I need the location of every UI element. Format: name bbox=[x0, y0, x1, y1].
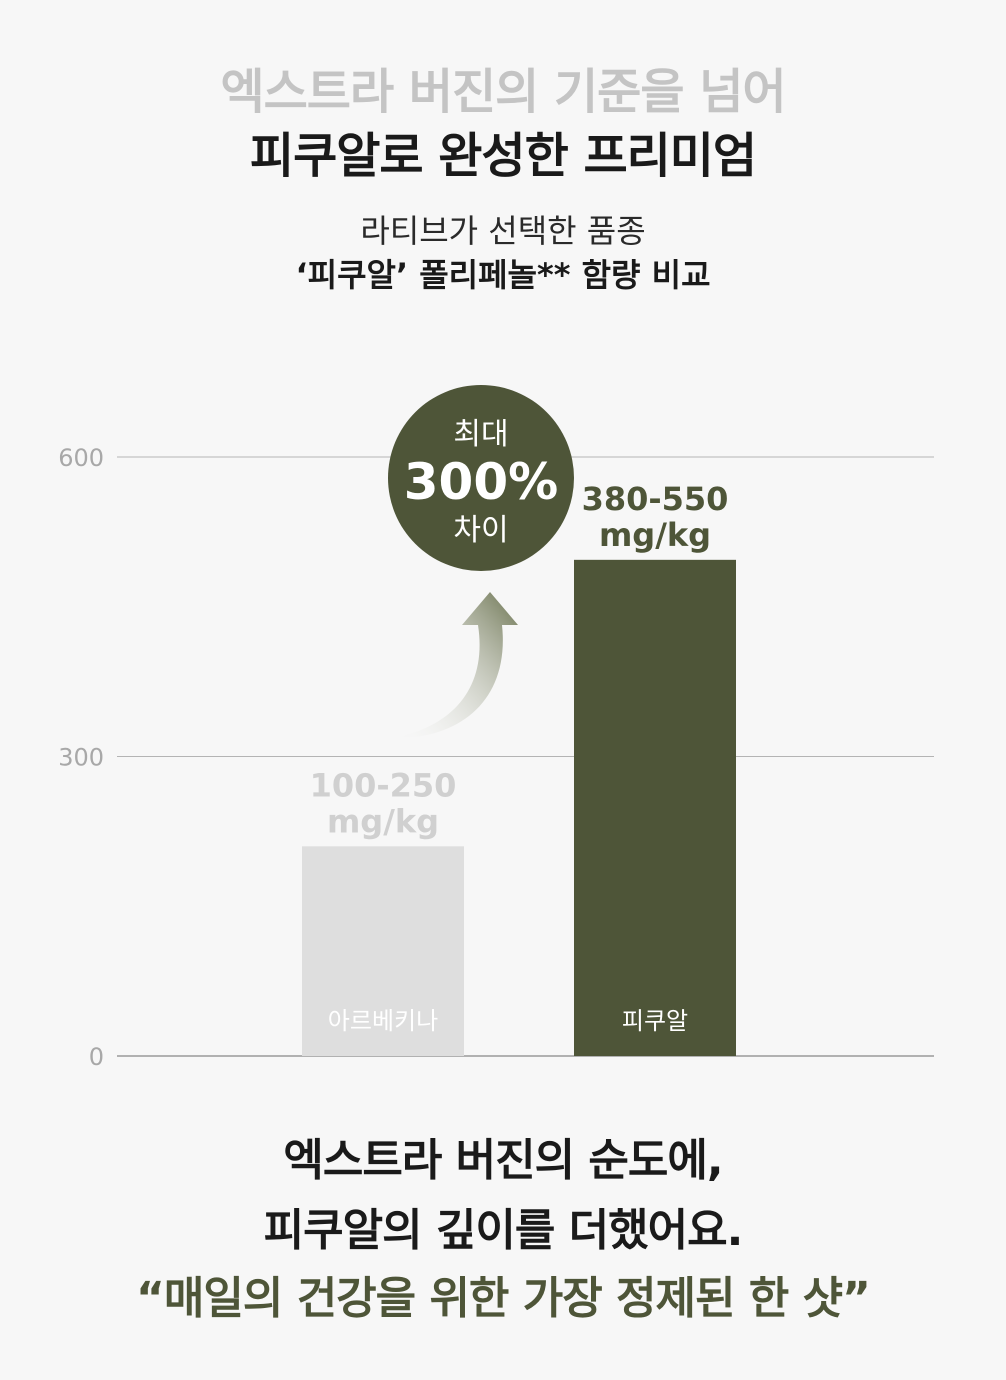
bar-data-label: mg/kg bbox=[327, 802, 439, 840]
subtitle-line-2: ‘피쿠알’ 폴리페놀** 함량 비교 bbox=[295, 256, 711, 294]
bar-data-label: 380-550 bbox=[582, 480, 729, 518]
y-tick-label: 600 bbox=[58, 444, 104, 472]
title-line-2: 피쿠알로 완성한 프리미엄 bbox=[249, 128, 757, 184]
closing-line-1: 엑스트라 버진의 순도에, bbox=[283, 1135, 723, 1186]
y-tick-label: 300 bbox=[58, 744, 104, 772]
difference-badge: 최대 300% 차이 bbox=[388, 385, 574, 571]
bar-category-label: 피쿠알 bbox=[622, 1007, 688, 1035]
bar-category-label: 아르베키나 bbox=[328, 1007, 438, 1035]
badge-bottom-text: 차이 bbox=[453, 513, 508, 548]
badge-top-text: 최대 bbox=[453, 417, 508, 452]
closing-line-2: 피쿠알의 깊이를 더했어요. bbox=[263, 1205, 744, 1256]
y-tick-label: 0 bbox=[89, 1043, 104, 1071]
subtitle-line-1: 라티브가 선택한 품종 bbox=[360, 212, 646, 250]
badge-value-text: 300% bbox=[404, 453, 558, 511]
increase-arrow-icon bbox=[392, 592, 518, 739]
title-line-1: 엑스트라 버진의 기준을 넘어 bbox=[220, 64, 786, 120]
bar-1 bbox=[574, 559, 736, 1056]
bar-0 bbox=[302, 846, 464, 1056]
bar-data-label: 100-250 bbox=[310, 766, 457, 804]
closing-quote: “매일의 건강을 위한 가장 정제된 한 샷” bbox=[136, 1273, 871, 1324]
bar-data-label: mg/kg bbox=[599, 516, 711, 554]
